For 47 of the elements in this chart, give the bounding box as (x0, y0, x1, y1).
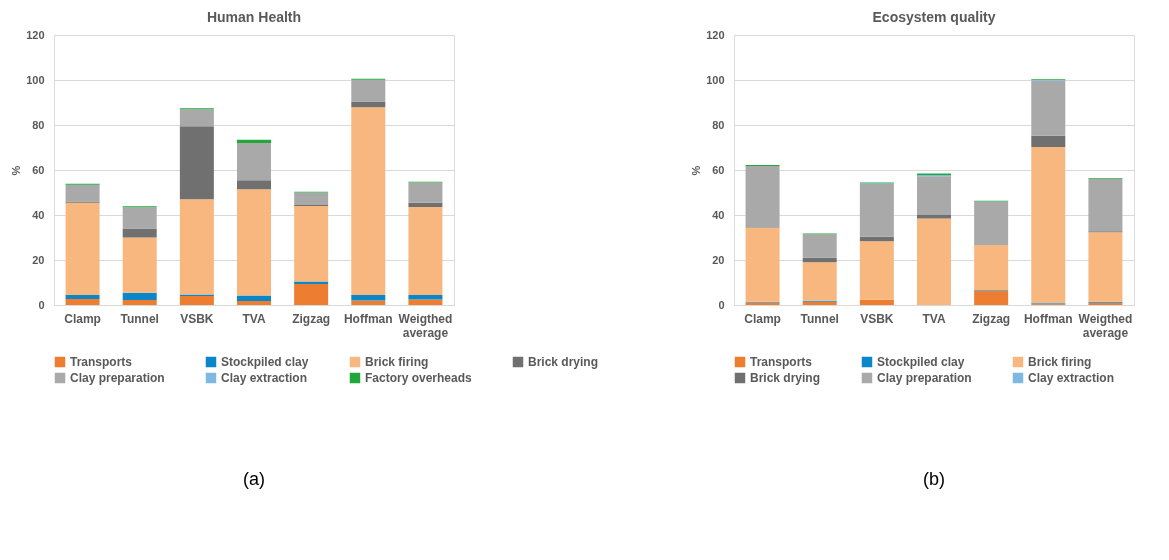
legend-label: Transports (750, 355, 813, 369)
legend-label: Brick firing (365, 355, 429, 369)
legend-label: Clay extraction (221, 371, 308, 385)
legend-label: Brick drying (750, 371, 821, 385)
text: (a) (243, 469, 265, 489)
x-tick-label: Weigthed average (398, 311, 453, 340)
x-tick-label: Clamp (64, 311, 101, 326)
x-tick-label: Tunnel (120, 311, 159, 326)
x-tick-label: Clamp (744, 311, 781, 326)
y-tick-label: 0 (38, 298, 45, 311)
legend-label: Stockpiled clay (221, 355, 309, 369)
y-tick-label: 80 (32, 118, 45, 131)
y-tick-label: 120 (706, 28, 725, 41)
y-tick-label: 100 (706, 73, 725, 86)
legend-label: Brick drying (528, 355, 599, 369)
x-tick-label: TVA (242, 311, 266, 326)
y-tick-label: 20 (32, 253, 45, 266)
y-axis-title: % (10, 165, 23, 176)
x-tick-label: VSBK (860, 311, 894, 326)
legend-label: Clay extraction (1028, 371, 1115, 385)
chart-title: Human Health (206, 9, 302, 25)
y-tick-label: 40 (712, 208, 725, 221)
y-tick-label: 120 (26, 28, 45, 41)
x-tick-label: Zigzag (972, 311, 1011, 326)
legend-label: Stockpiled clay (877, 355, 965, 369)
y-tick-label: 80 (712, 118, 725, 131)
y-tick-label: 60 (32, 163, 45, 176)
y-tick-label: 100 (26, 73, 45, 86)
text: (b) (923, 469, 945, 489)
chart-title: Ecosystem quality (872, 9, 996, 25)
x-tick-label: VSBK (180, 311, 214, 326)
legend-label: Clay preparation (70, 371, 165, 385)
x-tick-label: Zigzag (292, 311, 331, 326)
y-tick-label: 60 (712, 163, 725, 176)
legend-label: Brick firing (1028, 355, 1092, 369)
x-tick-label: Tunnel (800, 311, 839, 326)
y-tick-label: 40 (32, 208, 45, 221)
y-axis-title: % (690, 165, 703, 176)
x-tick-label: Hoffman (343, 311, 393, 326)
x-tick-label: TVA (922, 311, 946, 326)
legend-label: Transports (70, 355, 133, 369)
y-tick-label: 0 (718, 298, 725, 311)
legend-label: Clay preparation (877, 371, 972, 385)
legend-label: Factory overheads (365, 371, 473, 385)
x-tick-label: Hoffman (1023, 311, 1073, 326)
y-tick-label: 20 (712, 253, 725, 266)
x-tick-label: Weigthed average (1078, 311, 1133, 340)
